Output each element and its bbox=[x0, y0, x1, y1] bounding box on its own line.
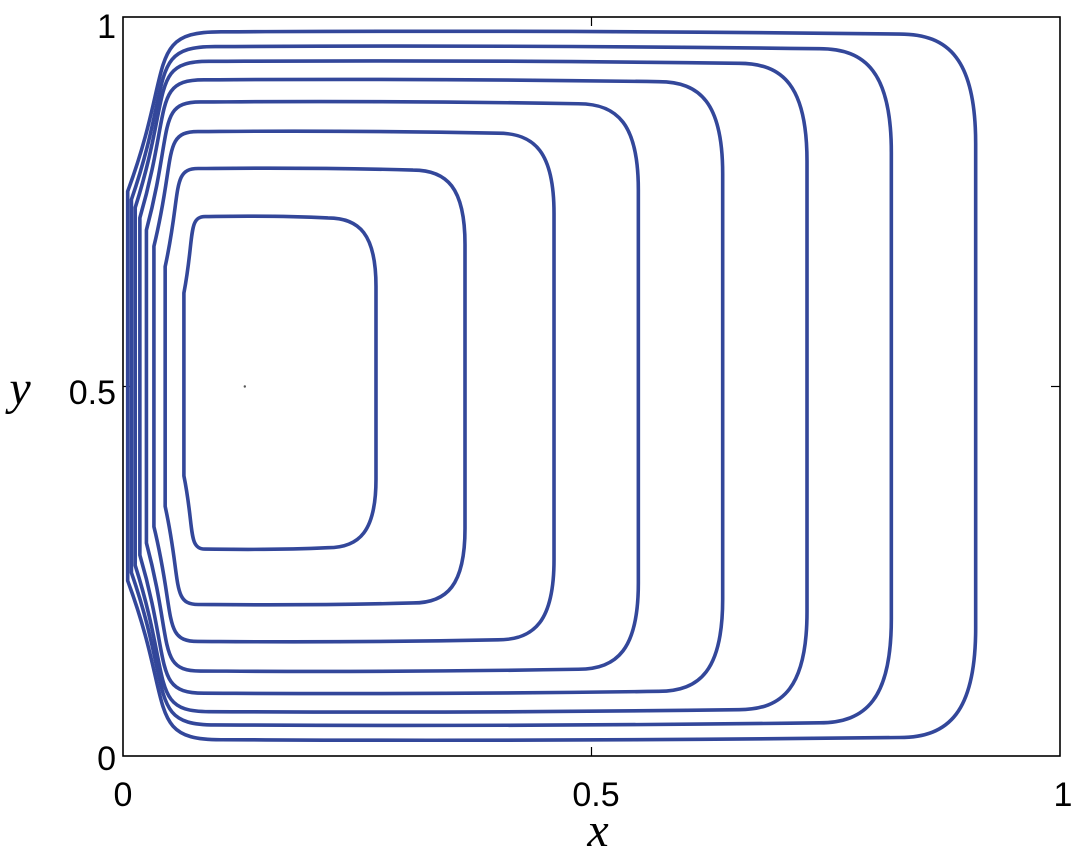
contour-line-1 bbox=[182, 214, 378, 552]
y-tick-label-0.5: 0.5 bbox=[69, 374, 116, 412]
y-tick-label-0: 0 bbox=[97, 740, 116, 778]
contour-line-3 bbox=[152, 129, 556, 644]
contour-line-7 bbox=[129, 44, 894, 728]
contour-line-4 bbox=[144, 99, 641, 674]
contour-line-5 bbox=[138, 77, 725, 696]
contour-line-6 bbox=[133, 59, 809, 714]
x-tick-label-0.5: 0.5 bbox=[572, 776, 619, 814]
contour-lines bbox=[125, 29, 978, 743]
y-axis-label: y bbox=[4, 362, 31, 415]
contour-line-2 bbox=[163, 166, 467, 607]
x-axis-label: x bbox=[586, 804, 608, 854]
plot-frame bbox=[122, 16, 1061, 757]
x-tick-label-1: 1 bbox=[1054, 776, 1073, 814]
vortex-center-point bbox=[243, 385, 247, 388]
center-point bbox=[243, 385, 247, 388]
contour-line-8 bbox=[125, 29, 978, 743]
ticks bbox=[123, 17, 1060, 756]
x-tick-label-0: 0 bbox=[114, 776, 133, 814]
y-tick-label-1: 1 bbox=[97, 8, 116, 46]
